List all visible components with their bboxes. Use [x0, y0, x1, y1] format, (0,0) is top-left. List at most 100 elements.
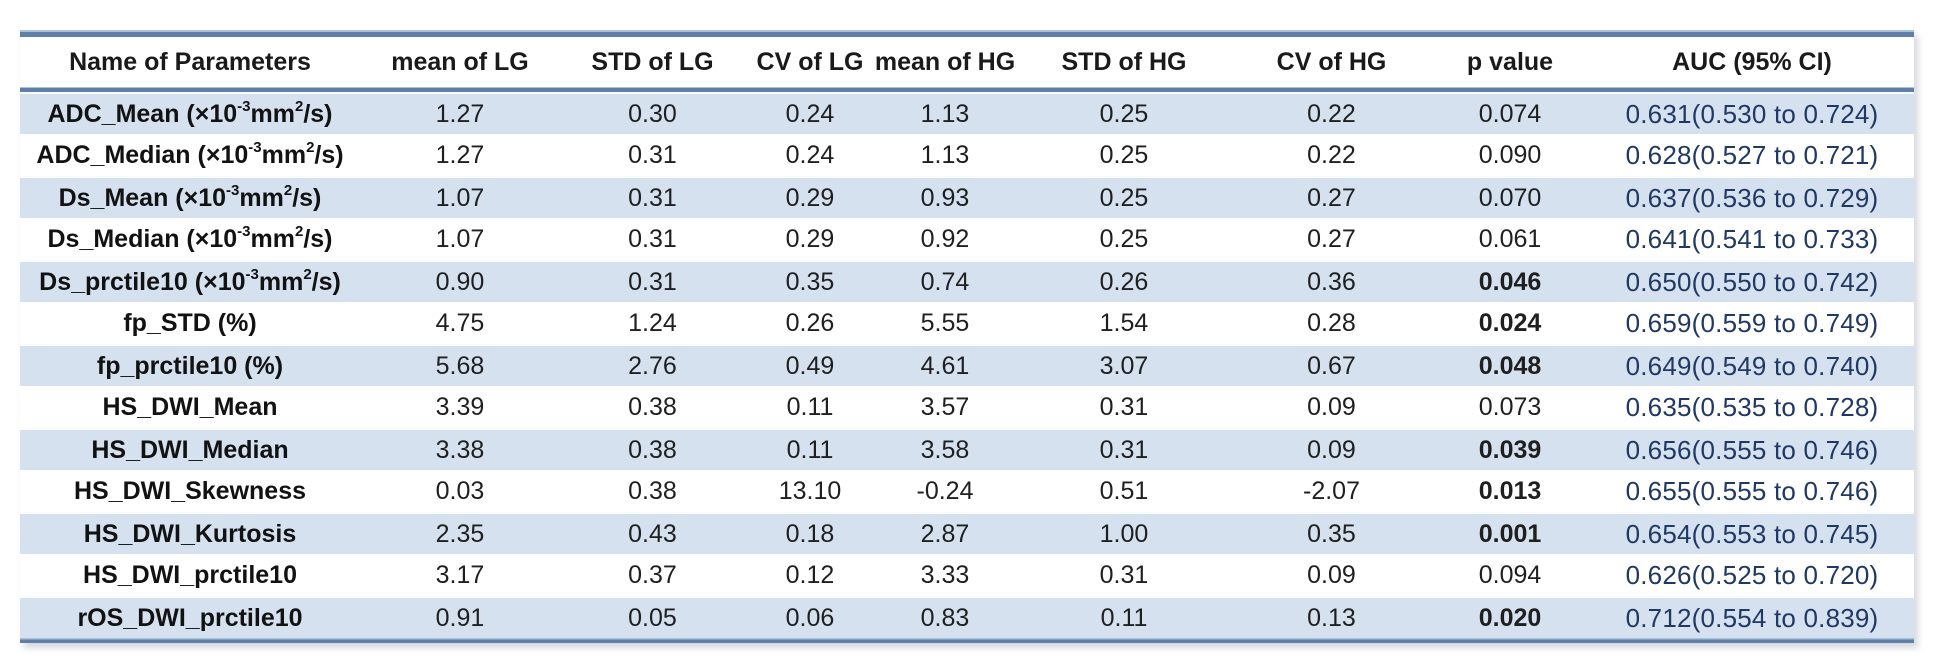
header-separator-border — [20, 87, 1914, 92]
header-cell-1: mean of LG — [391, 47, 529, 76]
value-cell: 0.38 — [628, 476, 677, 505]
value-cell: 0.26 — [785, 308, 835, 337]
param-name-text: /s) — [303, 99, 333, 128]
auc-ci-cell: 0.641(0.541 to 0.733) — [1625, 224, 1879, 254]
value-cell: 2.87 — [920, 519, 970, 548]
auc-ci-cell: 0.650(0.550 to 0.742) — [1625, 267, 1879, 297]
value-cell: 0.91 — [435, 603, 485, 632]
value-cell: 0.51 — [1099, 476, 1149, 505]
p-value-cell: 0.070 — [1478, 183, 1542, 212]
value-cell: 1.13 — [920, 140, 970, 169]
table-row: rOS_DWI_prctile10 0.91 0.05 0.06 0.83 0.11 0.1… — [20, 596, 1914, 638]
auc-ci-cell: 0.655(0.555 to 0.746) — [1625, 476, 1879, 506]
value-cell: 0.25 — [1099, 99, 1149, 128]
header-cell-0: Name of Parameters — [69, 47, 311, 76]
auc-ci-cell: 0.656(0.555 to 0.746) — [1625, 435, 1879, 465]
value-cell: 2.35 — [435, 519, 485, 548]
auc-ci-cell: 0.626(0.525 to 0.720) — [1625, 560, 1879, 590]
param-name-text: mm — [239, 183, 284, 212]
value-cell: 0.09 — [1307, 435, 1356, 464]
value-cell: 1.54 — [1099, 308, 1149, 337]
header-cell-5: STD of HG — [1061, 47, 1187, 76]
value-cell: 0.31 — [1099, 560, 1149, 589]
auc-ci-cell: 0.635(0.535 to 0.728) — [1625, 392, 1879, 422]
param-name-cell: rOS_DWI_prctile10 — [20, 598, 360, 638]
header-cell-7: p value — [1466, 47, 1554, 76]
value-cell: 13.10 — [778, 476, 842, 505]
value-cell: 1.27 — [435, 99, 485, 128]
param-name-text: /s) — [303, 224, 333, 253]
value-cell: 5.68 — [435, 351, 485, 380]
auc-ci-cell: 0.649(0.549 to 0.740) — [1625, 351, 1879, 381]
table-row: fp_prctile10 (%) 5.68 2.76 0.49 4.61 3.07 0.67… — [20, 344, 1914, 386]
param-name-text: ADC_Median (×10 — [36, 140, 249, 169]
p-value-cell: 0.074 — [1478, 99, 1542, 128]
value-cell: 3.39 — [435, 392, 485, 421]
param-name-text: mm — [261, 140, 307, 169]
value-cell: 0.31 — [628, 267, 677, 296]
value-cell: 0.74 — [920, 267, 970, 296]
value-cell: 0.43 — [628, 519, 677, 548]
value-cell: 0.35 — [1307, 519, 1356, 548]
value-cell: 0.31 — [1099, 435, 1149, 464]
value-cell: 0.31 — [628, 183, 677, 212]
value-cell: 0.24 — [785, 99, 835, 128]
table-row: Ds_Median (×10 -3 mm 2/s) 1.07 0.31 0.29 0.92 0… — [20, 218, 1914, 260]
value-cell: 0.12 — [785, 560, 835, 589]
value-cell: 0.22 — [1307, 99, 1356, 128]
table-row: HS_DWI_Kurtosis 2.35 0.43 0.18 2.87 1.00 0.35 0… — [20, 512, 1914, 554]
param-name-cell: fp_prctile10 (%) — [20, 346, 360, 386]
table-row: Ds_Mean (×10 -3 mm 2/s) 1.07 0.31 0.29 0.93 0.2… — [20, 176, 1914, 218]
param-name-text: Ds_prctile10 (×10 — [39, 267, 246, 296]
value-cell: 0.31 — [628, 224, 677, 253]
auc-ci-cell: 0.654(0.553 to 0.745) — [1625, 519, 1879, 549]
value-cell: 1.00 — [1099, 519, 1149, 548]
value-cell: 0.05 — [628, 603, 677, 632]
value-cell: 4.75 — [435, 308, 485, 337]
value-cell: 0.35 — [785, 267, 835, 296]
param-name-text: /s) — [292, 183, 322, 212]
value-cell: 1.24 — [628, 308, 677, 337]
table-row: Ds_prctile10 (×10 -3 mm 2/s) 0.90 0.31 0.35 0.… — [20, 260, 1914, 302]
header-cell-6: CV of HG — [1276, 47, 1387, 76]
table-row: HS_DWI_Mean 3.39 0.38 0.11 3.57 0.31 0.09 0.073… — [20, 386, 1914, 428]
param-name-text: HS_DWI_Kurtosis — [83, 519, 297, 548]
value-cell: 0.31 — [1099, 392, 1149, 421]
value-cell: 3.17 — [435, 560, 485, 589]
value-cell: 0.67 — [1307, 351, 1356, 380]
table-row: fp_STD (%) 4.75 1.24 0.26 5.55 1.54 0.28 0.024 0… — [20, 302, 1914, 344]
value-cell: 3.57 — [920, 392, 970, 421]
value-cell: 0.38 — [628, 435, 677, 464]
param-name-text: Ds_Mean (×10 — [58, 183, 227, 212]
value-cell: 0.26 — [1099, 267, 1149, 296]
param-name-cell: HS_DWI_Mean — [20, 386, 360, 428]
param-name-cell: fp_STD (%) — [20, 302, 360, 344]
p-value-cell: 0.048 — [1478, 351, 1542, 380]
param-name-cell: HS_DWI_Kurtosis — [20, 514, 360, 554]
p-value-cell: 0.020 — [1478, 603, 1542, 632]
auc-ci-cell: 0.637(0.536 to 0.729) — [1625, 183, 1879, 213]
value-cell: 0.29 — [785, 224, 835, 253]
header-cell-3: CV of LG — [756, 47, 864, 76]
value-cell: 1.07 — [435, 224, 485, 253]
auc-ci-cell: 0.712(0.554 to 0.839) — [1625, 603, 1879, 633]
table-bottom-border — [20, 638, 1914, 643]
value-cell: 0.24 — [785, 140, 835, 169]
param-name-cell: ADC_Median (×10 -3 mm 2/s) — [36, 138, 344, 169]
value-cell: 0.92 — [920, 224, 970, 253]
param-name-text: rOS_DWI_prctile10 — [77, 603, 303, 632]
value-cell: 3.07 — [1099, 351, 1149, 380]
value-cell: 0.25 — [1099, 224, 1149, 253]
value-cell: 5.55 — [920, 308, 970, 337]
p-value-cell: 0.094 — [1478, 560, 1542, 589]
value-cell: 0.38 — [628, 392, 677, 421]
p-value-cell: 0.039 — [1478, 435, 1542, 464]
value-cell: -2.07 — [1303, 476, 1360, 505]
value-cell: 0.09 — [1307, 560, 1356, 589]
value-cell: 0.11 — [786, 435, 834, 464]
value-cell: 0.93 — [920, 183, 970, 212]
p-value-cell: 0.046 — [1478, 267, 1542, 296]
auc-ci-cell: 0.628(0.527 to 0.721) — [1625, 140, 1879, 170]
table-header-row: Name of Parameters mean of LG STD of LG CV … — [20, 37, 1914, 87]
param-name-text: mm — [258, 267, 304, 296]
